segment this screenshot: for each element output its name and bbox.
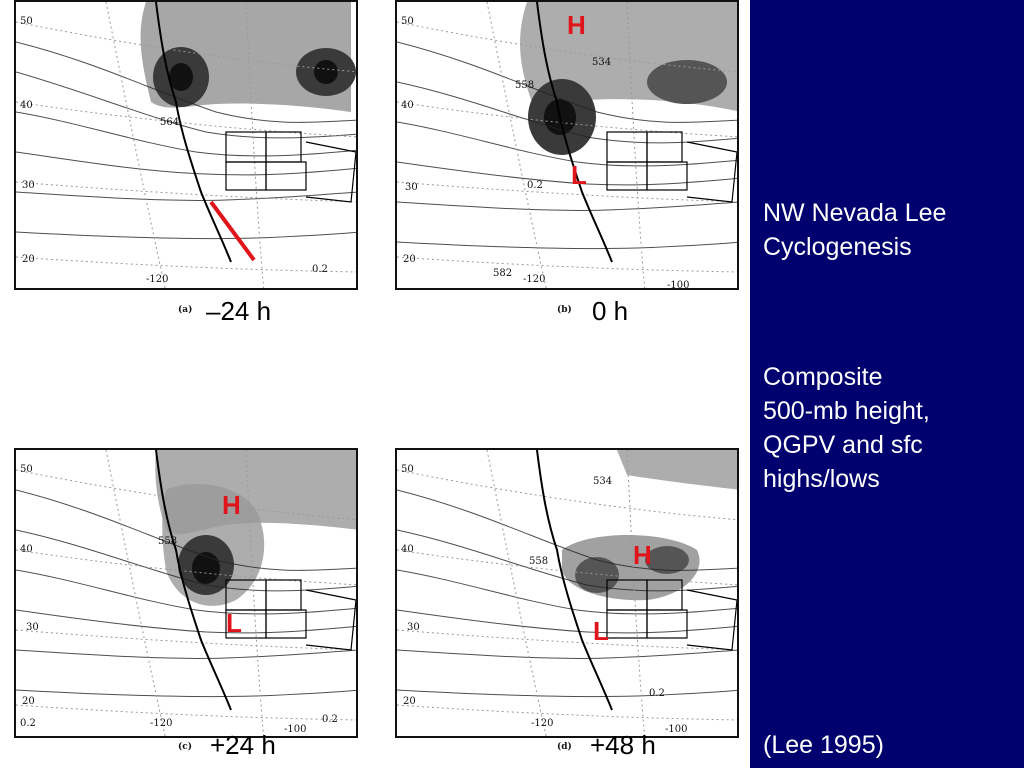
lon-label: -120 [150,718,173,729]
map-panel-a-graphic [16,2,356,288]
high-pressure-marker: H [567,10,586,40]
lon-label: -120 [146,274,169,285]
lon-label: -100 [667,280,690,290]
lat-label: 50 [20,464,33,475]
lat-label: 50 [401,16,414,27]
map-panel-d-graphic [397,450,737,736]
lat-label: 40 [20,544,33,555]
panel-caption-d: (d) [557,742,572,752]
lat-label: 40 [401,100,414,111]
contour-label: 0.2 [527,180,543,191]
lon-label: 0.2 [312,264,328,275]
low-pressure-marker: L [571,160,587,190]
map-panel-b: 50 40 30 20 582 -120 -100 534 558 0.2 H … [395,0,739,290]
high-pressure-marker: H [222,490,241,520]
sidebar-description: Composite 500-mb height, QGPV and sfc hi… [763,363,930,493]
contour-label: 558 [158,536,178,547]
lon-label: -120 [531,718,554,729]
lat-label: 50 [20,16,33,27]
lon-label: 0.2 [20,718,36,729]
map-panel-b-graphic [397,2,737,288]
lat-label: 50 [401,464,414,475]
sidebar-citation: (Lee 1995) [763,731,884,759]
lat-label: 30 [22,180,35,191]
panel-caption-b: (b) [557,305,572,315]
low-pressure-marker: L [593,616,609,646]
contour-label: 534 [592,57,612,68]
low-pressure-marker: L [226,608,242,638]
lat-label: 40 [401,544,414,555]
trough-axis [209,200,256,262]
lon-label: 582 [493,268,513,279]
panel-caption-a: (a) [178,305,193,315]
sidebar: NW Nevada Lee Cyclogenesis Composite 500… [750,0,1024,768]
map-panel-c: 50 40 30 20 -120 -100 0.2 0.2 558 H L [14,448,358,738]
map-panel-a: 50 40 30 20 -120 0.2 564 [14,0,358,290]
panel-caption-c: (c) [178,742,192,752]
panel-time-b: 0 h [592,296,629,326]
lon-label: -120 [523,274,546,285]
high-pressure-marker: H [633,540,652,570]
panel-time-a: –24 h [206,296,272,326]
lon-label: -100 [284,724,307,735]
lat-label: 40 [20,100,33,111]
lat-label: 30 [407,622,420,633]
map-panel-d: 50 40 30 20 -120 -100 0.2 534 558 H L [395,448,739,738]
lon-label: 0.2 [322,714,338,725]
lat-label: 20 [22,696,35,707]
sidebar-title: NW Nevada Lee Cyclogenesis [763,199,947,261]
panel-time-d: +48 h [590,730,656,760]
contour-label: 564 [160,117,180,128]
lat-label: 20 [403,696,416,707]
lat-label: 20 [403,254,416,265]
contour-label: 558 [529,556,549,567]
contour-label: 534 [593,476,613,487]
panel-time-c: +24 h [210,730,276,760]
lat-label: 20 [22,254,35,265]
lat-label: 30 [405,182,418,193]
contour-label: 558 [515,80,535,91]
lon-label: 0.2 [649,688,665,699]
lat-label: 30 [26,622,39,633]
lon-label: -100 [665,724,688,735]
map-panel-c-graphic [16,450,356,736]
